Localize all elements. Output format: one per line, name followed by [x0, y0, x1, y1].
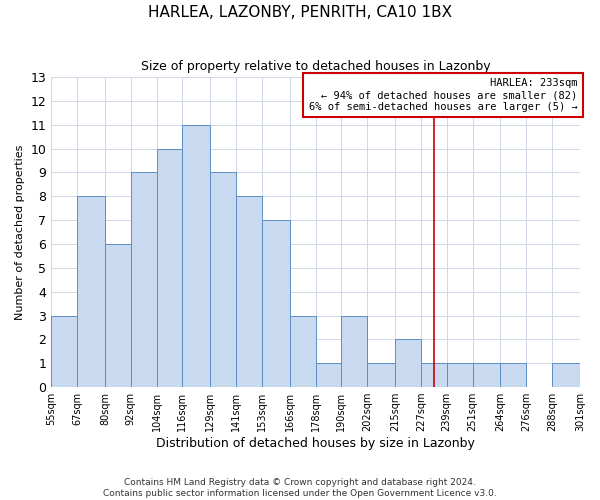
Bar [552, 363, 580, 387]
Bar [500, 363, 526, 387]
Bar [157, 148, 182, 387]
Text: Contains HM Land Registry data © Crown copyright and database right 2024.
Contai: Contains HM Land Registry data © Crown c… [103, 478, 497, 498]
Bar [131, 172, 157, 387]
Bar [182, 124, 211, 387]
Bar [77, 196, 105, 387]
Bar [105, 244, 131, 387]
Bar [211, 172, 236, 387]
Bar [236, 196, 262, 387]
Bar [51, 316, 77, 387]
Bar [290, 316, 316, 387]
Title: Size of property relative to detached houses in Lazonby: Size of property relative to detached ho… [141, 60, 490, 73]
Text: HARLEA: 233sqm
← 94% of detached houses are smaller (82)
6% of semi-detached hou: HARLEA: 233sqm ← 94% of detached houses … [308, 78, 577, 112]
Bar [316, 363, 341, 387]
Text: HARLEA, LAZONBY, PENRITH, CA10 1BX: HARLEA, LAZONBY, PENRITH, CA10 1BX [148, 5, 452, 20]
Bar [262, 220, 290, 387]
Bar [395, 340, 421, 387]
X-axis label: Distribution of detached houses by size in Lazonby: Distribution of detached houses by size … [156, 437, 475, 450]
Bar [341, 316, 367, 387]
Bar [367, 363, 395, 387]
Bar [473, 363, 500, 387]
Y-axis label: Number of detached properties: Number of detached properties [15, 144, 25, 320]
Bar [421, 363, 447, 387]
Bar [447, 363, 473, 387]
